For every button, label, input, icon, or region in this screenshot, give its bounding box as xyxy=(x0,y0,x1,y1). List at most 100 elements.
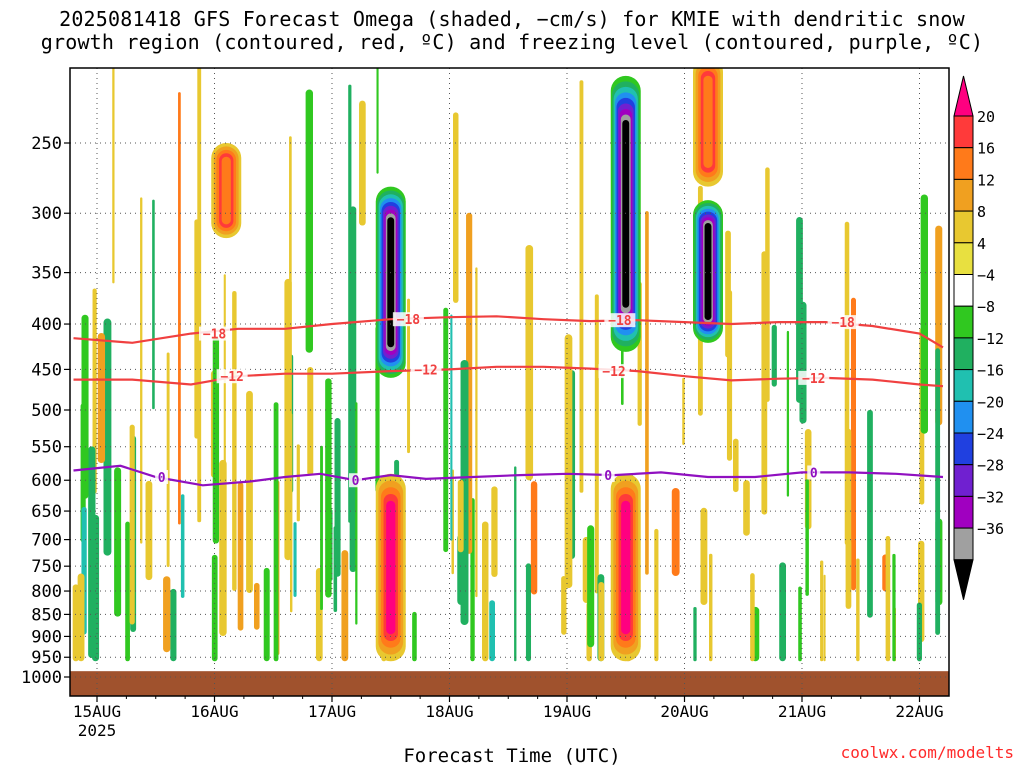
omega-streak xyxy=(475,267,478,598)
omega-streak xyxy=(246,390,253,594)
colorbar-tick-label: −12 xyxy=(977,330,1004,348)
x-tick-label: 19AUG xyxy=(543,702,591,721)
x-tick-label: 21AUG xyxy=(778,702,826,721)
omega-streak xyxy=(305,89,313,353)
y-tick-label: 400 xyxy=(31,315,62,335)
x-axis-label: Forecast Time (UTC) xyxy=(403,745,621,767)
omega-streak xyxy=(743,480,750,536)
omega-streak xyxy=(166,352,170,567)
omega-feature xyxy=(386,500,396,635)
omega-streak xyxy=(359,100,366,226)
omega-streak xyxy=(587,525,595,648)
omega-streak xyxy=(645,211,649,575)
omega-streak xyxy=(798,586,802,662)
omega-streak xyxy=(561,575,567,635)
omega-streak xyxy=(263,567,270,662)
omega-streak xyxy=(845,428,852,568)
contour-label: 0 xyxy=(352,474,360,489)
omega-streak xyxy=(450,314,453,541)
y-tick-label: 600 xyxy=(31,471,62,491)
omega-streak xyxy=(885,535,891,662)
y-tick-label: 800 xyxy=(31,582,62,602)
omega-streak xyxy=(564,334,573,589)
colorbar-bottom-arrow xyxy=(953,559,974,600)
contour-freezing xyxy=(73,464,944,487)
omega-streak xyxy=(284,278,292,561)
omega-streak xyxy=(273,402,279,662)
colorbar-segment xyxy=(953,527,974,561)
omega-streak xyxy=(856,558,860,662)
omega-streak xyxy=(457,479,464,553)
colorbar-tick-label: −32 xyxy=(977,488,1004,506)
colorbar-segment xyxy=(953,337,974,371)
plot-frame xyxy=(69,67,950,697)
omega-feature xyxy=(621,500,631,635)
omega-streak xyxy=(708,553,713,662)
omega-streak xyxy=(799,301,807,424)
y-tick-label: 450 xyxy=(31,360,62,380)
contour-label: 0 xyxy=(158,471,166,486)
contour-label: −12 xyxy=(602,365,625,380)
omega-streak xyxy=(97,332,106,464)
colorbar-segment xyxy=(953,147,974,180)
omega-streak xyxy=(693,606,697,662)
x-tick-label: 17AUG xyxy=(308,702,356,721)
y-tick-label: 350 xyxy=(31,264,62,284)
omega-streak xyxy=(112,68,115,284)
omega-streak xyxy=(892,553,896,662)
title-line-2: growth region (contoured, red, ºC) and f… xyxy=(40,30,984,54)
omega-streak xyxy=(88,446,96,659)
omega-feature xyxy=(387,217,395,348)
omega-streak xyxy=(920,194,928,434)
omega-streak xyxy=(823,574,826,662)
omega-streak xyxy=(152,199,155,410)
y-tick-label: 900 xyxy=(31,627,62,647)
colorbar-segment xyxy=(953,464,974,497)
contour-label: −12 xyxy=(414,363,437,378)
contour-minus18 xyxy=(73,315,944,349)
colorbar-segment xyxy=(953,210,974,244)
omega-streak xyxy=(514,466,517,662)
colorbar-segment xyxy=(953,400,974,434)
colorbar-segment xyxy=(953,178,974,212)
credit-link[interactable]: coolwx.com/modelts xyxy=(840,743,1014,762)
ground-surface xyxy=(70,671,949,696)
contour-label-bg xyxy=(604,313,636,328)
omega-streak xyxy=(671,488,680,577)
omega-streak xyxy=(489,600,495,662)
omega-streak xyxy=(140,197,143,544)
omega-streak xyxy=(491,486,498,578)
x-tick-label: 20AUG xyxy=(660,702,708,721)
omega-streak xyxy=(355,402,358,625)
colorbar: 20 16 12 8 4 −4 −8 −12 −16 −20 −24 −28 −32 −36 xyxy=(953,75,1004,600)
y-tick-label: 950 xyxy=(31,648,62,668)
y-tick-label: 300 xyxy=(31,204,62,224)
omega-streak xyxy=(805,479,809,596)
omega-streak xyxy=(771,324,777,387)
omega-streak xyxy=(682,377,685,445)
colorbar-segment xyxy=(953,305,974,339)
contour-label-bg xyxy=(598,364,630,379)
omega-streak xyxy=(114,467,122,617)
contour-label-bg xyxy=(155,470,169,485)
omega-feature xyxy=(221,156,231,225)
y-tick-label: 850 xyxy=(31,605,62,625)
omega-streak xyxy=(700,507,708,606)
colorbar-tick-label: −28 xyxy=(977,457,1004,475)
omega-streak xyxy=(654,528,659,662)
omega-streak xyxy=(786,330,790,497)
colorbar-tick-label: −20 xyxy=(977,393,1004,411)
omega-streak xyxy=(376,68,379,174)
omega-streak xyxy=(293,522,297,597)
omega-streak xyxy=(170,588,177,662)
colorbar-segment xyxy=(953,274,974,307)
omega-streak xyxy=(307,366,314,476)
omega-streak xyxy=(197,68,202,523)
contour-label-bg xyxy=(199,326,230,341)
y-tick-label: 750 xyxy=(31,557,62,577)
title-line-1: 2025081418 GFS Forecast Omega (shaded, −… xyxy=(59,7,965,31)
omega-streak xyxy=(525,244,534,481)
x-tick-label: 16AUG xyxy=(190,702,238,721)
colorbar-tick-label: 4 xyxy=(977,235,986,253)
